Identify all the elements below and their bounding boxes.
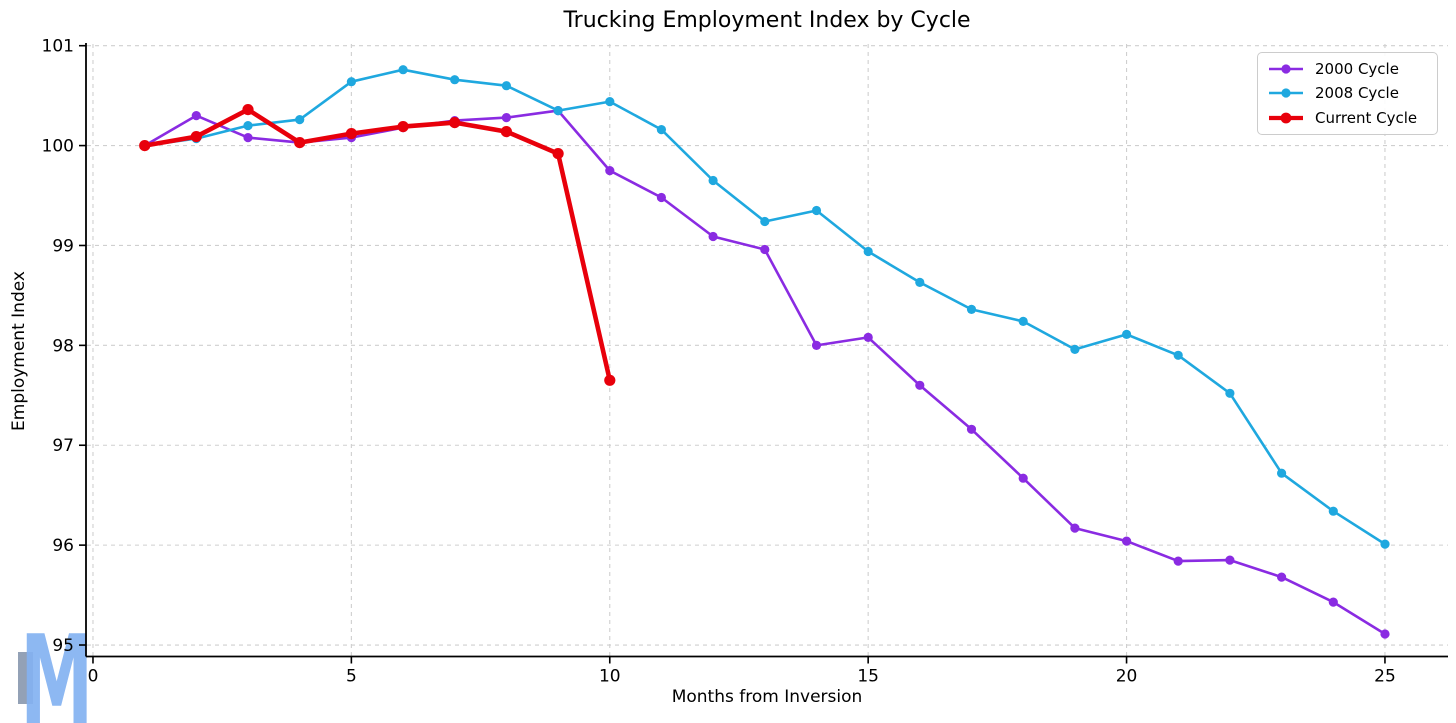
data-point-2008-cycle (656, 125, 667, 135)
data-point-2008-cycle (553, 106, 563, 116)
data-point-2000-cycle (863, 332, 873, 342)
data-point-current-cycle (139, 140, 151, 152)
data-point-2008-cycle (708, 175, 718, 186)
data-point-2000-cycle (191, 111, 201, 121)
y-tick-label: 99 (52, 236, 74, 256)
data-point-2008-cycle (1018, 316, 1028, 326)
data-point-2008-cycle (863, 246, 873, 257)
data-point-2008-cycle (915, 277, 925, 287)
legend-entry-2000-cycle: 2000 Cycle (1266, 60, 1429, 78)
data-point-2000-cycle (1277, 572, 1287, 582)
legend-label-current-cycle: Current Cycle (1315, 108, 1418, 127)
y-tick-label: 101 (42, 37, 74, 57)
data-point-2000-cycle (1173, 556, 1183, 566)
data-point-2008-cycle (760, 216, 770, 227)
x-tick-label: 5 (346, 667, 357, 687)
data-point-2000-cycle (760, 244, 770, 255)
data-point-2000-cycle (1122, 536, 1132, 546)
x-tick-label: 0 (88, 667, 99, 687)
data-point-2008-cycle (1277, 468, 1287, 478)
legend: 2000 Cycle 2008 Cycle Current Cycle (1257, 52, 1438, 135)
data-point-2008-cycle (1225, 388, 1235, 398)
series-line-2000-cycle (143, 109, 1387, 636)
data-point-current-cycle (242, 104, 254, 116)
data-point-2000-cycle (1380, 629, 1390, 639)
data-point-2008-cycle (1328, 506, 1338, 516)
data-point-current-cycle (190, 131, 202, 143)
data-point-2008-cycle (1070, 344, 1080, 354)
data-point-current-cycle (345, 128, 357, 140)
series-line-current-cycle (142, 107, 613, 383)
watermark-m-logo: M (20, 633, 93, 723)
x-tick-label: 20 (1116, 667, 1138, 687)
data-point-2008-cycle (1122, 329, 1132, 339)
y-axis-label: Employment Index (9, 271, 29, 431)
data-point-2008-cycle (398, 65, 408, 75)
data-point-2008-cycle (1380, 539, 1390, 549)
data-point-2008-cycle (605, 97, 615, 107)
data-point-2000-cycle (605, 166, 615, 176)
x-tick-label: 25 (1374, 667, 1396, 687)
data-point-2000-cycle (915, 380, 925, 390)
chart-title: Trucking Employment Index by Cycle (563, 8, 971, 33)
data-point-current-cycle (552, 148, 564, 160)
legend-entry-2008-cycle: 2008 Cycle (1266, 84, 1429, 102)
data-point-2000-cycle (708, 231, 718, 242)
data-point-2008-cycle (966, 304, 977, 314)
y-tick-label: 96 (52, 536, 74, 556)
data-point-2008-cycle (346, 77, 356, 87)
x-axis-label: Months from Inversion (671, 687, 863, 707)
x-tick-label: 10 (599, 667, 621, 687)
legend-swatch-2008-cycle-icon (1269, 88, 1303, 99)
data-point-2008-cycle (501, 81, 511, 91)
y-tick-label: 100 (42, 137, 74, 157)
data-point-2000-cycle (1328, 597, 1338, 607)
legend-swatch-current-cycle-icon (1269, 112, 1303, 124)
legend-label-2008-cycle: 2008 Cycle (1315, 84, 1399, 103)
data-point-2000-cycle (243, 133, 253, 143)
data-point-current-cycle (604, 374, 616, 386)
watermark-bar (18, 652, 33, 704)
data-point-current-cycle (500, 126, 512, 138)
data-point-current-cycle (294, 137, 306, 149)
legend-entry-current-cycle: Current Cycle (1266, 109, 1429, 127)
data-point-2008-cycle (295, 115, 305, 125)
watermark-letter: M (20, 633, 93, 723)
data-point-2008-cycle (450, 75, 460, 85)
legend-label-2000-cycle: 2000 Cycle (1315, 60, 1399, 79)
data-point-2000-cycle (656, 192, 667, 203)
y-tick-label: 98 (52, 336, 74, 356)
y-tick-label: 95 (52, 636, 74, 656)
data-point-2008-cycle (1173, 350, 1183, 360)
data-point-2000-cycle (501, 113, 511, 123)
data-point-current-cycle (449, 117, 461, 129)
y-tick-label: 97 (52, 436, 74, 456)
data-point-2000-cycle (1225, 555, 1235, 565)
data-point-2008-cycle (243, 121, 253, 131)
data-point-2000-cycle (811, 340, 822, 350)
data-point-2000-cycle (966, 424, 977, 434)
data-point-2000-cycle (1070, 523, 1080, 533)
legend-swatch-2000-cycle-icon (1269, 64, 1303, 74)
data-point-2008-cycle (811, 205, 822, 216)
data-point-2000-cycle (1018, 473, 1028, 483)
data-point-current-cycle (397, 121, 409, 133)
x-tick-label: 15 (857, 667, 879, 687)
